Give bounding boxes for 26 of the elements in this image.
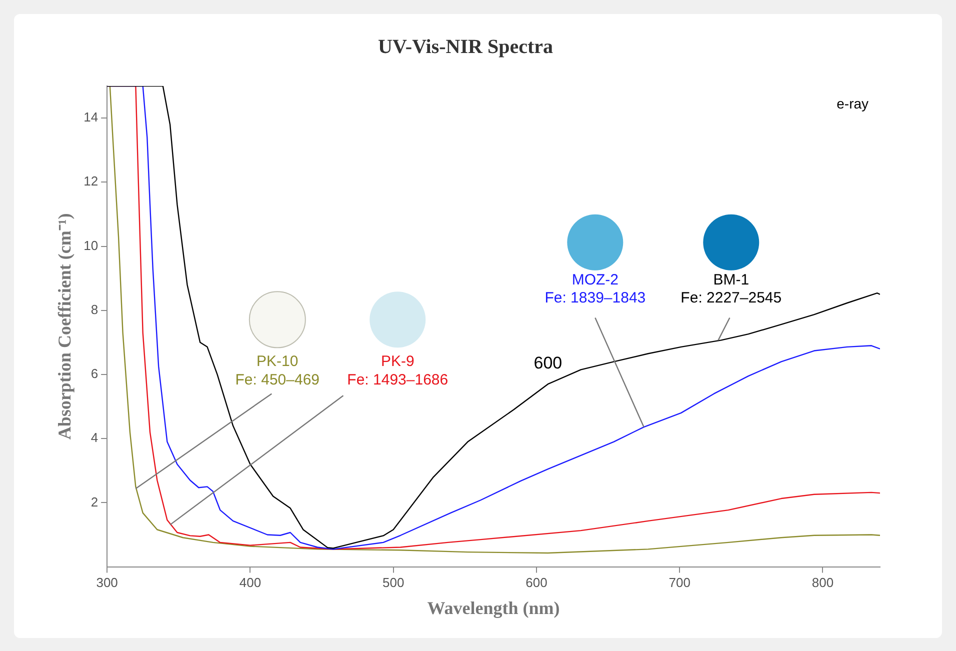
chart-title: UV-Vis-NIR Spectra	[378, 36, 553, 58]
y-tick-label: 4	[90, 430, 98, 446]
annotation: 600	[534, 353, 562, 372]
text: PK-9	[380, 352, 414, 370]
y-tick-label: 10	[84, 238, 98, 253]
y-tick-label: 2	[90, 494, 98, 510]
annotation: Fe: 2227–2545	[680, 289, 782, 306]
annotation: e-ray	[836, 95, 869, 112]
x-tick-label: 600	[526, 575, 548, 590]
x-tick-label: 700	[668, 575, 690, 590]
annotation: Fe: 1493–1686	[347, 371, 448, 388]
y-tick-label: 12	[84, 174, 98, 189]
text: BM-1	[713, 272, 750, 289]
annotation: Fe: 450–469	[235, 371, 320, 388]
text: PK-10	[256, 352, 298, 370]
x-tick-label: 500	[382, 575, 404, 590]
x-tick-label: 300	[96, 575, 118, 590]
y-tick-label: 6	[90, 366, 98, 382]
y-tick-label: 14	[84, 110, 98, 125]
y-tick-label: 8	[90, 302, 98, 317]
y-axis-title: Absorption Coefficient (cm⁻¹)	[54, 213, 74, 440]
annotation: Fe: 1839–1843	[544, 289, 646, 306]
x-tick-label: 800	[812, 575, 834, 590]
x-tick-label: 400	[239, 575, 262, 590]
text: MOZ-2	[572, 272, 618, 289]
x-axis-title: Wavelength (nm)	[427, 598, 560, 618]
